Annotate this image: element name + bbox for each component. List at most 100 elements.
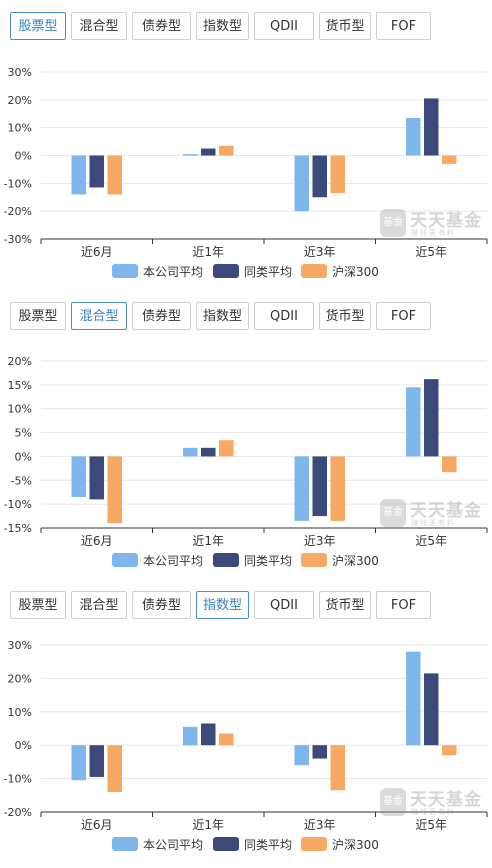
tab-fund-type-3[interactable]: 指数型 bbox=[196, 591, 249, 619]
bar-index[interactable] bbox=[219, 733, 234, 746]
bar-peer[interactable] bbox=[312, 456, 328, 517]
bar-peer[interactable] bbox=[89, 155, 105, 188]
tab-fund-type-2[interactable]: 债券型 bbox=[132, 12, 191, 40]
bar-index[interactable] bbox=[219, 440, 234, 457]
watermark-logo: 基金 天天基金 赚钱更有料 bbox=[380, 205, 484, 241]
y-tick-label: 0% bbox=[15, 450, 32, 463]
bar-company[interactable] bbox=[183, 154, 198, 156]
bar-peer[interactable] bbox=[89, 456, 105, 500]
tab-fund-type-6[interactable]: FOF bbox=[376, 302, 431, 330]
bar-index[interactable] bbox=[330, 155, 346, 194]
tab-fund-type-6[interactable]: FOF bbox=[376, 12, 431, 40]
tab-fund-type-2[interactable]: 债券型 bbox=[132, 302, 191, 330]
x-tick-label: 近5年 bbox=[415, 818, 447, 832]
tab-fund-type-4[interactable]: QDII bbox=[254, 591, 314, 619]
legend-swatch bbox=[213, 264, 239, 278]
tab-fund-type-6[interactable]: FOF bbox=[376, 591, 431, 619]
legend-swatch bbox=[301, 837, 327, 851]
bar-peer[interactable] bbox=[312, 745, 328, 759]
legend-item-peer[interactable]: 同类平均 bbox=[213, 836, 292, 854]
bar-company[interactable] bbox=[71, 745, 87, 781]
legend-label: 本公司平均 bbox=[143, 265, 204, 279]
legend-item-company[interactable]: 本公司平均 bbox=[112, 263, 203, 281]
tab-fund-type-5[interactable]: 货币型 bbox=[319, 12, 371, 40]
bar-index[interactable] bbox=[442, 456, 457, 473]
bar-company[interactable] bbox=[294, 745, 310, 766]
legend-swatch bbox=[112, 553, 138, 567]
watermark-slogan: 赚钱更有料 bbox=[411, 808, 456, 816]
bar-peer[interactable] bbox=[201, 447, 216, 457]
chart-panel-3: 股票型 混合型 债券型 指数型 QDII 货币型 FOF -20% -10% 0% 10% 20% 30… bbox=[0, 579, 492, 868]
tab-fund-type-1[interactable]: 混合型 bbox=[71, 12, 127, 40]
legend-label: 同类平均 bbox=[244, 265, 293, 279]
bar-index[interactable] bbox=[107, 155, 123, 195]
watermark-logo: 基金 天天基金 赚钱更有料 bbox=[380, 784, 484, 820]
bar-peer[interactable] bbox=[201, 148, 216, 156]
tab-fund-type-5[interactable]: 货币型 bbox=[319, 302, 371, 330]
bar-index[interactable] bbox=[107, 745, 123, 792]
y-tick-label: 0% bbox=[15, 739, 32, 752]
bar-company[interactable] bbox=[294, 456, 310, 521]
tab-fund-type-0[interactable]: 股票型 bbox=[10, 302, 66, 330]
legend-item-peer[interactable]: 同类平均 bbox=[213, 552, 292, 570]
bar-peer[interactable] bbox=[424, 98, 439, 156]
tab-fund-type-1[interactable]: 混合型 bbox=[71, 302, 127, 330]
bar-company[interactable] bbox=[71, 155, 87, 195]
bar-index[interactable] bbox=[330, 456, 346, 521]
bar-company[interactable] bbox=[183, 726, 198, 746]
bar-index[interactable] bbox=[219, 145, 234, 156]
bar-company[interactable] bbox=[406, 117, 421, 156]
legend-label: 沪深300 bbox=[332, 265, 379, 279]
chart-panel-1: 股票型 混合型 债券型 指数型 QDII 货币型 FOF -30% -20% -10% 0% 10% 2… bbox=[0, 0, 492, 289]
bar-peer[interactable] bbox=[312, 155, 328, 198]
bar-company[interactable] bbox=[183, 447, 198, 457]
bar-chart: -15% -10% -5% 0% 5% 10% 15% 20% 近6月 近1年 近3年 近5年 bbox=[4, 355, 488, 548]
bar-peer[interactable] bbox=[201, 723, 216, 746]
legend-swatch bbox=[213, 837, 239, 851]
tab-fund-type-0[interactable]: 股票型 bbox=[10, 591, 66, 619]
bar-index[interactable] bbox=[442, 155, 457, 164]
bar-index[interactable] bbox=[330, 745, 346, 791]
tab-fund-type-4[interactable]: QDII bbox=[254, 12, 314, 40]
legend-label: 同类平均 bbox=[244, 554, 293, 568]
tab-fund-type-4[interactable]: QDII bbox=[254, 302, 314, 330]
bar-peer[interactable] bbox=[424, 379, 439, 457]
tab-fund-type-1[interactable]: 混合型 bbox=[71, 591, 127, 619]
x-tick-label: 近6月 bbox=[81, 245, 113, 259]
tab-fund-type-3[interactable]: 指数型 bbox=[196, 302, 249, 330]
x-tick-label: 近3年 bbox=[304, 534, 336, 548]
legend-item-company[interactable]: 本公司平均 bbox=[112, 836, 203, 854]
legend-label: 同类平均 bbox=[244, 838, 293, 852]
y-tick-label: -5% bbox=[11, 474, 32, 487]
legend-swatch bbox=[301, 553, 327, 567]
y-tick-label: -10% bbox=[4, 498, 32, 511]
bar-company[interactable] bbox=[294, 155, 310, 212]
watermark-seal: 基金 bbox=[380, 499, 406, 527]
bar-chart: -30% -20% -10% 0% 10% 20% 30% 近6月 近1年 近3年 近5年 bbox=[4, 66, 488, 259]
y-tick-label: 10% bbox=[8, 403, 32, 416]
bar-peer[interactable] bbox=[424, 673, 439, 746]
bar-peer[interactable] bbox=[89, 745, 105, 777]
watermark-name: 天天基金 bbox=[410, 501, 482, 521]
bar-index[interactable] bbox=[442, 745, 457, 756]
y-tick-label: 20% bbox=[8, 672, 32, 685]
legend-item-index[interactable]: 沪深300 bbox=[301, 263, 379, 281]
bar-company[interactable] bbox=[406, 651, 421, 746]
y-tick-label: -10% bbox=[4, 773, 32, 786]
tab-fund-type-2[interactable]: 债券型 bbox=[132, 591, 191, 619]
watermark-logo: 基金 天天基金 赚钱更有料 bbox=[380, 495, 484, 531]
legend-item-index[interactable]: 沪深300 bbox=[301, 836, 379, 854]
bar-index[interactable] bbox=[107, 456, 123, 524]
bar-company[interactable] bbox=[71, 456, 87, 497]
x-tick-label: 近1年 bbox=[192, 245, 224, 259]
bar-company[interactable] bbox=[406, 387, 421, 457]
y-tick-label: -30% bbox=[4, 233, 32, 246]
legend-item-peer[interactable]: 同类平均 bbox=[213, 263, 292, 281]
tab-fund-type-5[interactable]: 货币型 bbox=[319, 591, 371, 619]
tab-fund-type-3[interactable]: 指数型 bbox=[196, 12, 249, 40]
legend-item-company[interactable]: 本公司平均 bbox=[112, 552, 203, 570]
y-tick-label: 10% bbox=[8, 122, 32, 135]
legend-item-index[interactable]: 沪深300 bbox=[301, 552, 379, 570]
tab-fund-type-0[interactable]: 股票型 bbox=[10, 12, 66, 40]
x-tick-label: 近3年 bbox=[304, 818, 336, 832]
